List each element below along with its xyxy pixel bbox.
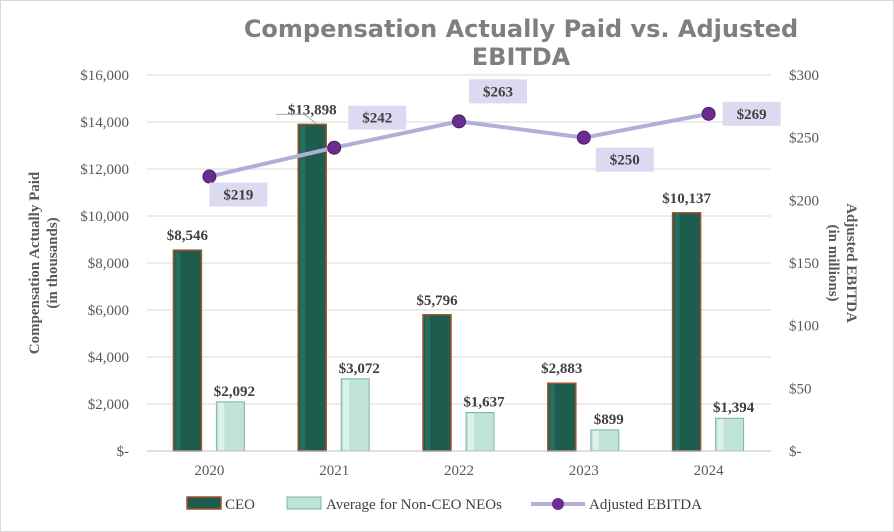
left-axis: $- $2,000 $4,000 $6,000 $8,000 $10,000 $12,000… [27,68,129,460]
right-axis-title: Adjusted EBITDA(in millions) [825,203,859,323]
x-tick-label: 2021 [319,463,349,479]
legend-swatch-ebitda-marker [552,498,564,510]
ceo-value-label: $13,898 [288,102,337,118]
ceo-bar-highlight [300,125,306,450]
left-tick-label: $12,000 [80,162,129,178]
ceo-value-label: $5,796 [416,293,458,309]
x-tick-label: 2022 [444,463,474,479]
ebitda-value-label: $250 [610,153,640,169]
right-tick-label: $150 [789,256,819,272]
left-tick-label: $16,000 [80,68,129,84]
legend-swatch-ceo [186,496,222,510]
right-tick-label: $250 [789,131,819,147]
left-tick-label: $- [117,444,130,460]
ceo-bar-highlight [549,384,555,450]
ceo-value-label: $10,137 [662,191,711,207]
ebitda-point [202,169,217,184]
neo-bar-highlight [468,413,474,450]
neo-bar-highlight [218,402,225,450]
ebitda-point [576,130,591,145]
neo-bar-highlight [343,379,350,450]
legend-label-ceo: CEO [225,497,255,513]
right-tick-label: $50 [789,381,812,397]
x-axis: 2020 2021 2022 2023 2024 [147,450,771,479]
bars: $8,546 $2,092 $13,898 $3,072 $5,796 $1,637 $2,… [167,102,755,452]
ebitda-point [701,106,716,121]
ebitda-value-label: $242 [362,111,392,127]
right-tick-label: $100 [789,319,819,335]
neo-value-label: $2,092 [214,384,255,400]
left-tick-label: $14,000 [80,115,129,131]
ceo-label-leader [276,113,317,124]
legend-swatch-neo [286,496,322,510]
ebitda-label-box [209,182,268,207]
left-axis-title: Compensation Actually Paid (in thousands) [27,171,61,354]
ebitda-point [327,140,342,155]
right-tick-label: $300 [789,68,819,84]
ceo-bar-highlight [674,213,680,450]
legend: CEO Average for Non-CEO NEOs Adjusted EBIT… [186,496,702,513]
ebitda-value-label: $219 [223,188,253,204]
neo-value-label: $1,394 [713,400,755,416]
right-tick-label: $- [789,444,802,460]
ceo-bar-highlight [425,315,430,450]
neo-bar-highlight [592,430,599,450]
legend-label-neo: Average for Non-CEO NEOs [326,497,502,513]
x-tick-label: 2023 [569,463,599,479]
left-tick-label: $8,000 [88,256,129,272]
left-axis-title-line2: (in thousands) [45,217,61,308]
left-axis-title-line1: Compensation Actually Paid [27,171,43,354]
ceo-value-label: $2,883 [541,361,582,377]
right-axis-title-line2: (in millions) [825,224,841,301]
legend-label-ebitda: Adjusted EBITDA [589,497,702,513]
x-tick-label: 2020 [194,463,224,479]
right-axis: $- $50 $100 $150 $200 $250 $300 Adjusted EBITDA… [789,68,859,460]
left-tick-label: $10,000 [80,209,129,225]
ebitda-point [452,114,466,129]
right-axis-title-line1: Adjusted EBITDA [843,203,859,323]
left-tick-label: $2,000 [88,397,129,413]
ebitda-label-box [469,79,527,104]
x-tick-label: 2024 [694,463,725,479]
ebitda-label-box [722,101,781,126]
ebitda-line: $219 $242 $263 $250 $269 [202,79,781,207]
neo-value-label: $899 [594,412,624,428]
ebitda-label-box [595,147,654,172]
neo-value-label: $3,072 [339,361,380,377]
left-tick-label: $6,000 [88,303,129,319]
neo-bar-highlight [717,419,724,450]
ebitda-value-label: $263 [483,84,513,100]
ceo-bar-highlight [175,251,181,450]
ebitda-value-label: $269 [737,107,767,123]
neo-value-label: $1,637 [463,395,505,411]
chart-title: Compensation Actually Paid vs. Adjusted … [243,15,799,71]
ebitda-label-box [348,105,407,130]
left-tick-label: $4,000 [88,350,129,366]
ceo-value-label: $8,546 [167,228,209,244]
right-tick-label: $200 [789,193,819,209]
